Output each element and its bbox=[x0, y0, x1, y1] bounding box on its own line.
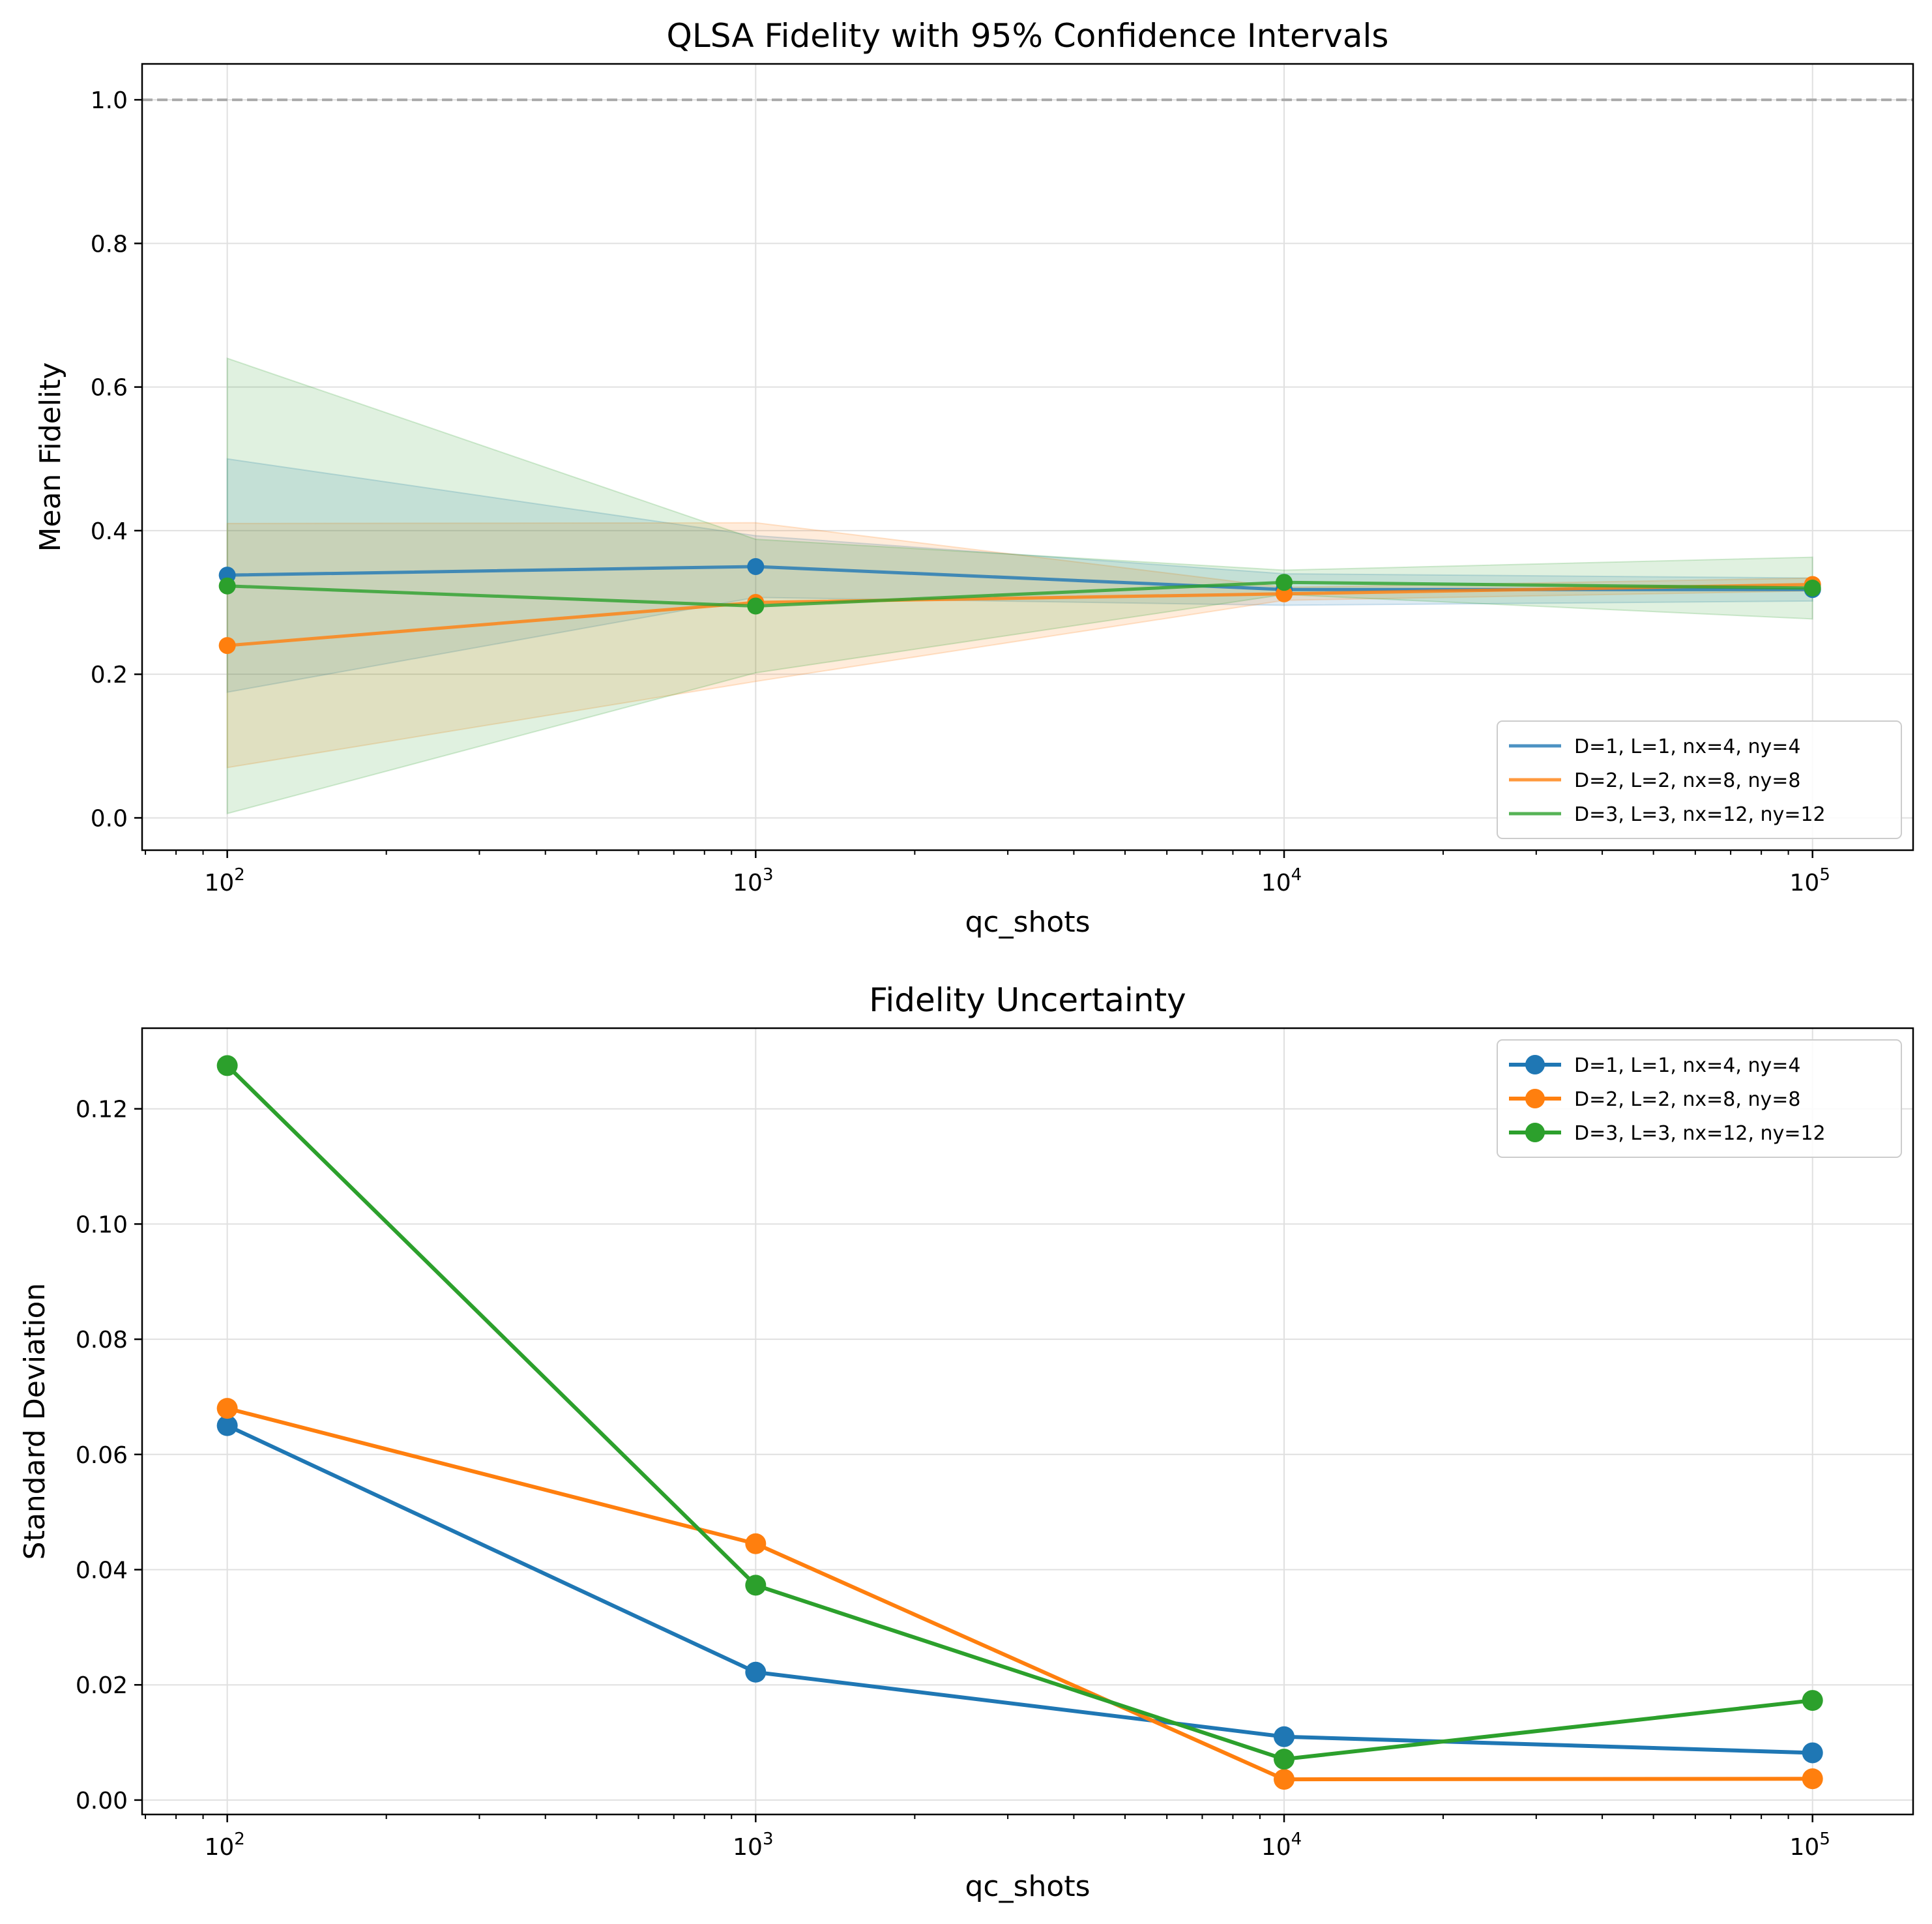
y-tick-label: 0.12 bbox=[76, 1097, 128, 1123]
data-point-series-3 bbox=[1804, 580, 1821, 597]
x-tick-label-exponent: 5 bbox=[1819, 865, 1830, 885]
plot-frame bbox=[141, 63, 1914, 851]
x-axis-label: qc_shots bbox=[965, 906, 1090, 939]
series-line-3 bbox=[227, 580, 1813, 608]
legend-label-series-2: D=2, L=2, nx=8, ny=8 bbox=[1574, 1088, 1800, 1111]
y-tick-label: 0.10 bbox=[76, 1211, 128, 1238]
x-tick-label-base: 10 bbox=[733, 870, 763, 896]
x-tick-label-base: 10 bbox=[1261, 870, 1291, 896]
data-point-series-3 bbox=[1274, 1749, 1295, 1770]
chart-title: QLSA Fidelity with 95% Confidence Interv… bbox=[667, 17, 1389, 55]
data-point-series-1 bbox=[216, 1415, 238, 1436]
legend-label-series-1: D=1, L=1, nx=4, ny=4 bbox=[1574, 735, 1800, 758]
x-tick-label-base: 10 bbox=[204, 870, 234, 896]
x-tick-label: 104 bbox=[1261, 865, 1302, 896]
data-point-series-3 bbox=[216, 1055, 238, 1076]
data-point-series-3 bbox=[218, 577, 236, 595]
chart-title: Fidelity Uncertainty bbox=[869, 981, 1186, 1019]
legend-box bbox=[1497, 1039, 1902, 1158]
data-point-series-2 bbox=[216, 1398, 238, 1419]
ci-band-series-3 bbox=[226, 357, 1813, 815]
x-tick-label-base: 10 bbox=[1790, 870, 1820, 896]
x-axis-ticks bbox=[145, 850, 1813, 858]
x-tick-label: 105 bbox=[1790, 865, 1830, 896]
legend-label-series-3: D=3, L=3, nx=12, ny=12 bbox=[1574, 1122, 1826, 1145]
x-tick-label-base: 10 bbox=[204, 1834, 234, 1861]
x-tick-label: 102 bbox=[204, 865, 244, 896]
x-tick-label: 103 bbox=[733, 865, 773, 896]
series-line-1 bbox=[226, 1423, 1813, 1755]
x-tick-label-exponent: 2 bbox=[234, 865, 245, 885]
x-tick-label-exponent: 5 bbox=[1819, 1829, 1830, 1849]
legend: D=1, L=1, nx=4, ny=4 D=2, L=2, nx=8, ny=8… bbox=[1497, 1039, 1902, 1158]
y-tick-label: 0.08 bbox=[76, 1327, 128, 1354]
y-tick-label: 0.00 bbox=[76, 1788, 128, 1814]
data-point-series-2 bbox=[745, 1533, 767, 1554]
x-tick-label-base: 10 bbox=[1261, 1834, 1291, 1861]
x-axis-ticks bbox=[145, 1814, 1813, 1822]
y-axis-label: Standard Deviation bbox=[18, 1283, 51, 1560]
x-tick-label: 103 bbox=[733, 1829, 773, 1861]
legend-marker-series-3 bbox=[1525, 1123, 1545, 1142]
data-point-series-1 bbox=[1802, 1742, 1823, 1764]
series-line-2 bbox=[226, 1406, 1813, 1782]
x-tick-label-base: 10 bbox=[1790, 1834, 1820, 1861]
plot-frame bbox=[141, 1027, 1914, 1816]
chart-2: 102 103 104 1050.000.020.040.060.080.100.12… bbox=[18, 981, 1914, 1903]
x-tick-label-exponent: 4 bbox=[1291, 865, 1302, 885]
x-tick-label-exponent: 3 bbox=[763, 865, 774, 885]
legend: D=1, L=1, nx=4, ny=4 D=2, L=2, nx=8, ny=8… bbox=[1497, 720, 1902, 839]
data-point-series-1 bbox=[745, 1661, 767, 1683]
data-point-series-1 bbox=[747, 557, 765, 575]
x-tick-label: 105 bbox=[1790, 1829, 1830, 1861]
x-tick-label-exponent: 3 bbox=[763, 1829, 774, 1849]
y-tick-label: 0.0 bbox=[91, 805, 128, 832]
x-tick-label-exponent: 2 bbox=[234, 1829, 245, 1849]
y-tick-label: 0.04 bbox=[76, 1558, 128, 1584]
y-tick-label: 0.2 bbox=[91, 662, 128, 688]
legend-marker-series-1 bbox=[1525, 1055, 1545, 1074]
legend-label-series-1: D=1, L=1, nx=4, ny=4 bbox=[1574, 1054, 1800, 1077]
y-tick-label: 0.06 bbox=[76, 1442, 128, 1469]
x-tick-label-base: 10 bbox=[733, 1834, 763, 1861]
data-point-series-2 bbox=[1274, 1769, 1295, 1790]
series-line-2 bbox=[227, 582, 1813, 647]
y-tick-label: 0.02 bbox=[76, 1672, 128, 1699]
y-tick-label: 0.4 bbox=[91, 518, 128, 545]
legend-label-series-2: D=2, L=2, nx=8, ny=8 bbox=[1574, 769, 1800, 792]
x-tick-label: 102 bbox=[204, 1829, 244, 1861]
data-point-series-3 bbox=[745, 1575, 767, 1596]
ci-band-series-1 bbox=[226, 458, 1813, 693]
legend-marker-series-2 bbox=[1525, 1089, 1545, 1108]
y-tick-label: 1.0 bbox=[91, 87, 128, 114]
y-tick-label: 0.8 bbox=[91, 231, 128, 258]
data-point-series-3 bbox=[747, 597, 765, 615]
legend-label-series-3: D=3, L=3, nx=12, ny=12 bbox=[1574, 803, 1826, 826]
data-point-series-3 bbox=[1802, 1690, 1823, 1711]
y-axis-label: Mean Fidelity bbox=[34, 363, 67, 552]
series-line-3 bbox=[226, 1064, 1813, 1762]
x-tick-label-exponent: 4 bbox=[1291, 1829, 1302, 1849]
data-point-series-2 bbox=[1802, 1768, 1823, 1790]
legend-box bbox=[1497, 720, 1902, 839]
x-axis-label: qc_shots bbox=[965, 1870, 1090, 1903]
y-tick-label: 0.6 bbox=[91, 375, 128, 402]
data-point-series-2 bbox=[218, 637, 236, 655]
data-point-series-3 bbox=[1276, 574, 1293, 591]
data-point-series-1 bbox=[1274, 1726, 1295, 1747]
x-tick-label: 104 bbox=[1261, 1829, 1302, 1861]
